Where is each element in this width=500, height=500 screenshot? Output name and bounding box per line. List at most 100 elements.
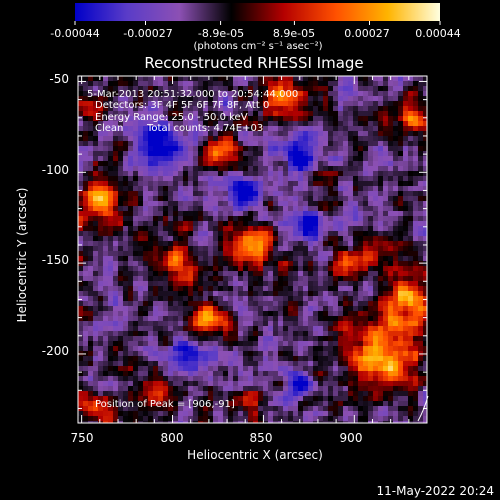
heatmap-cell	[273, 81, 279, 87]
heatmap-cell	[293, 381, 299, 387]
heatmap-cell	[213, 346, 219, 352]
heatmap-cell	[383, 76, 389, 82]
heatmap-cell	[388, 236, 394, 242]
heatmap-cell	[323, 351, 329, 357]
heatmap-cell	[123, 121, 129, 127]
heatmap-cell	[293, 231, 299, 237]
heatmap-cell	[188, 181, 194, 187]
heatmap-cell	[178, 126, 184, 132]
heatmap-cell	[223, 206, 229, 212]
heatmap-cell	[388, 366, 394, 372]
heatmap-cell	[123, 96, 129, 102]
heatmap-cell	[263, 316, 269, 322]
heatmap-cell	[303, 401, 309, 407]
heatmap-cell	[88, 211, 94, 217]
heatmap-cell	[208, 401, 214, 407]
heatmap-cell	[283, 401, 289, 407]
heatmap-cell	[403, 421, 409, 423]
heatmap-cell	[158, 201, 164, 207]
heatmap-cell	[378, 406, 384, 412]
heatmap-cell	[163, 201, 169, 207]
heatmap-cell	[308, 416, 314, 422]
heatmap-cell	[423, 266, 427, 272]
heatmap-cell	[403, 326, 409, 332]
heatmap-cell	[358, 176, 364, 182]
heatmap-cell	[133, 146, 139, 152]
heatmap-cell	[303, 376, 309, 382]
heatmap-cell	[423, 296, 427, 302]
heatmap-cell	[233, 301, 239, 307]
heatmap-cell	[83, 421, 89, 423]
heatmap-cell	[368, 401, 374, 407]
heatmap-cell	[158, 356, 164, 362]
heatmap-cell	[193, 166, 199, 172]
heatmap-cell	[218, 176, 224, 182]
heatmap-cell	[378, 326, 384, 332]
heatmap-cell	[193, 321, 199, 327]
heatmap-cell	[328, 176, 334, 182]
heatmap-cell	[143, 246, 149, 252]
heatmap-cell	[278, 241, 284, 247]
heatmap-cell	[208, 191, 214, 197]
heatmap-cell	[128, 186, 134, 192]
heatmap-cell	[208, 421, 214, 423]
heatmap-cell	[393, 346, 399, 352]
heatmap-cell	[308, 121, 314, 127]
heatmap-cell	[218, 246, 224, 252]
heatmap-cell	[103, 391, 109, 397]
heatmap-cell	[108, 291, 114, 297]
heatmap-cell	[223, 376, 229, 382]
heatmap-cell	[383, 416, 389, 422]
heatmap-cell	[88, 366, 94, 372]
heatmap-cell	[413, 131, 419, 137]
heatmap-cell	[313, 81, 319, 87]
heatmap-cell	[338, 401, 344, 407]
heatmap-cell	[288, 126, 294, 132]
heatmap-cell	[158, 241, 164, 247]
heatmap-cell	[363, 316, 369, 322]
heatmap-cell	[388, 356, 394, 362]
heatmap-cell	[363, 86, 369, 92]
heatmap-cell	[178, 111, 184, 117]
heatmap-cell	[268, 351, 274, 357]
heatmap-cell	[323, 231, 329, 237]
heatmap-cell	[83, 381, 89, 387]
heatmap-cell	[323, 96, 329, 102]
heatmap-cell	[303, 96, 309, 102]
heatmap-cell	[133, 126, 139, 132]
heatmap-cell	[293, 226, 299, 232]
heatmap-cell	[123, 351, 129, 357]
heatmap-cell	[363, 421, 369, 423]
heatmap-cell	[328, 171, 334, 177]
heatmap-cell	[303, 131, 309, 137]
heatmap-cell	[383, 206, 389, 212]
heatmap-cell	[98, 326, 104, 332]
heatmap-cell	[118, 341, 124, 347]
heatmap-cell	[403, 276, 409, 282]
heatmap-cell	[388, 281, 394, 287]
heatmap-cell	[258, 81, 264, 87]
heatmap-cell	[258, 141, 264, 147]
heatmap-cell	[353, 231, 359, 237]
heatmap-cell	[203, 331, 209, 337]
heatmap-cell	[233, 346, 239, 352]
heatmap-cell	[188, 91, 194, 97]
heatmap-cell	[138, 96, 144, 102]
heatmap-cell	[158, 196, 164, 202]
heatmap-cell	[208, 151, 214, 157]
heatmap-cell	[413, 151, 419, 157]
heatmap-cell	[413, 261, 419, 267]
heatmap-cell	[338, 86, 344, 92]
heatmap-cell	[353, 366, 359, 372]
heatmap-cell	[338, 156, 344, 162]
heatmap-cell	[218, 171, 224, 177]
heatmap-cell	[128, 96, 134, 102]
heatmap-cell	[348, 206, 354, 212]
heatmap-cell	[243, 291, 249, 297]
heatmap-cell	[218, 156, 224, 162]
heatmap-cell	[348, 311, 354, 317]
heatmap-cell	[128, 306, 134, 312]
heatmap-cell	[418, 146, 424, 152]
heatmap-cell	[148, 81, 154, 87]
heatmap-cell	[368, 271, 374, 277]
